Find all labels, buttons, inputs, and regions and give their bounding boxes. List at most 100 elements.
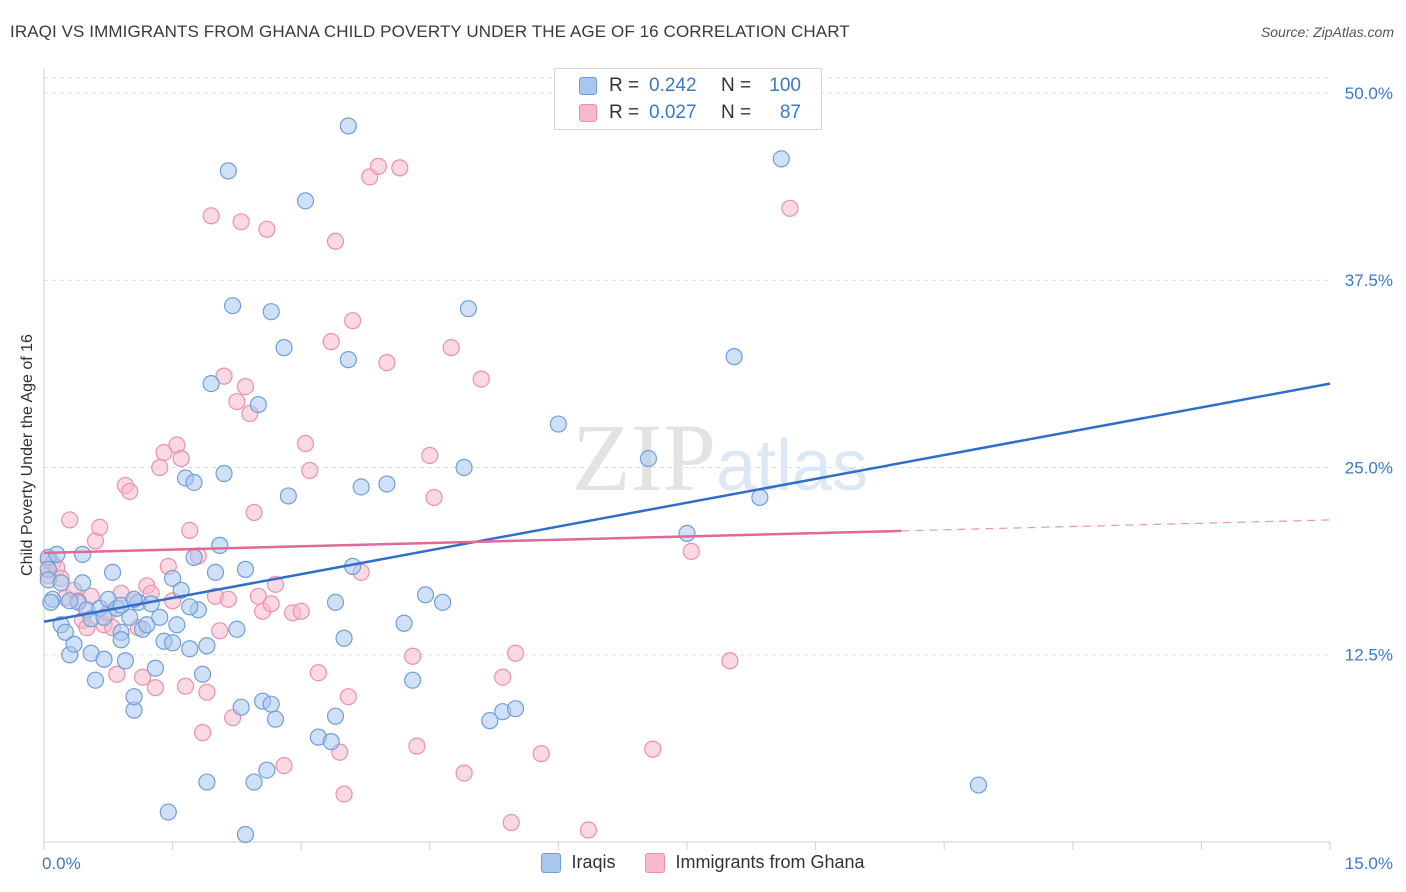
ghana-point	[245, 503, 263, 522]
ghana-point	[202, 207, 220, 225]
iraqis-point	[198, 637, 216, 655]
iraqis-point	[326, 707, 345, 725]
ghana-swatch	[645, 852, 666, 873]
ghana-point	[275, 756, 293, 775]
iraqis-point	[322, 733, 340, 751]
iraqis-point	[73, 545, 92, 563]
iraqis-swatch	[579, 77, 597, 95]
iraqis-point	[236, 825, 255, 844]
legend-label: Immigrants from Ghana	[675, 852, 865, 872]
y-tick-label: 25.0%	[1345, 458, 1393, 477]
iraqis-point	[339, 351, 357, 369]
ghana-point	[309, 664, 327, 682]
iraqis-point	[198, 773, 216, 791]
chart-source: Source: ZipAtlas.com	[1260, 24, 1394, 40]
legend-item-ghana[interactable]: Immigrants from Ghana	[645, 852, 865, 873]
iraqis-point	[151, 608, 169, 626]
x-tick-label: 0.0%	[42, 854, 81, 873]
iraqis-point	[95, 650, 113, 668]
iraqis-point	[262, 695, 280, 713]
ghana-point	[258, 220, 276, 238]
iraqis-point	[42, 593, 60, 611]
ghana-point	[133, 668, 152, 686]
trend-layer	[43, 382, 1331, 624]
iraqis-point	[434, 593, 452, 611]
iraqis-point	[121, 608, 139, 626]
iraqis-point	[164, 634, 182, 652]
stats-row-ghana: R = 0.027 N = 87	[579, 101, 801, 125]
ghana-point	[232, 213, 250, 231]
iraqis-point	[725, 348, 743, 366]
ghana-point	[181, 521, 199, 540]
legend-label: Iraqis	[571, 852, 616, 872]
series-legend: Iraqis Immigrants from Ghana	[0, 852, 1406, 873]
ticks-layer: 12.5% 25.0% 37.5% 50.0% 0.0% 15.0%	[42, 84, 1393, 873]
iraqis-point	[146, 659, 165, 677]
ghana-swatch	[579, 104, 597, 122]
ghana-point	[219, 590, 237, 608]
iraqis-point	[678, 524, 696, 543]
iraqis-point	[258, 761, 276, 779]
r-value: 0.242	[649, 75, 697, 96]
iraqis-point	[185, 473, 203, 492]
iraqis-point	[194, 665, 212, 683]
y-tick-label: 37.5%	[1345, 271, 1393, 290]
ghana-point	[455, 764, 473, 782]
legend-item-iraqis[interactable]: Iraqis	[541, 852, 615, 873]
iraqis-point	[219, 162, 237, 180]
iraqis-point	[65, 635, 83, 653]
watermark: ZIPatlas	[572, 404, 868, 511]
iraqis-point	[395, 614, 413, 632]
x-tick-label: 15.0%	[1345, 854, 1393, 873]
iraqis-point	[228, 620, 246, 638]
iraqis-point	[326, 593, 345, 611]
iraqis-point	[181, 640, 199, 658]
ghana-point	[172, 449, 190, 468]
iraqis-point	[159, 803, 177, 821]
ghana-point	[211, 622, 229, 640]
iraqis-point	[352, 478, 370, 496]
ghana-trendline-dashed	[901, 519, 1331, 532]
iraqis-point	[103, 563, 122, 581]
ghana-point	[236, 377, 255, 396]
ghana-point	[292, 602, 310, 620]
ghana-point	[425, 488, 443, 507]
ghana-point	[228, 392, 246, 411]
y-tick-label: 50.0%	[1345, 84, 1393, 103]
iraqis-point	[378, 475, 396, 493]
ghana-point	[61, 511, 79, 529]
chart-title: IRAQI VS IMMIGRANTS FROM GHANA CHILD POV…	[10, 22, 850, 41]
iraqis-point	[206, 563, 225, 581]
n-label: N =	[721, 75, 752, 96]
ghana-point	[579, 821, 598, 839]
iraqis-point	[459, 300, 477, 318]
iraqis-point	[52, 574, 70, 592]
points-layer	[39, 117, 988, 844]
iraqis-point	[168, 616, 186, 634]
ghana-point	[391, 159, 409, 177]
iraqis-point	[404, 671, 422, 689]
iraqis-point	[86, 671, 105, 689]
ghana-point	[198, 683, 216, 701]
iraqis-point	[185, 548, 203, 566]
ghana-point	[494, 668, 512, 686]
iraqis-point	[164, 569, 182, 587]
ghana-trendline	[43, 529, 902, 555]
iraqis-point	[639, 449, 658, 468]
iraqis-point	[275, 339, 293, 357]
iraqis-point	[969, 776, 988, 794]
iraqis-point	[215, 464, 233, 483]
ghana-point	[344, 312, 362, 330]
iraqis-point	[73, 574, 92, 592]
n-label: N =	[721, 102, 752, 123]
iraqis-swatch	[541, 852, 562, 873]
iraqis-point	[95, 608, 113, 626]
ghana-point	[721, 652, 739, 670]
ghana-point	[502, 813, 520, 832]
r-label: R =	[609, 75, 640, 96]
iraqis-point	[335, 629, 353, 647]
iraqis-point	[262, 303, 280, 321]
n-value: 100	[769, 75, 801, 96]
iraqis-point	[48, 545, 66, 563]
